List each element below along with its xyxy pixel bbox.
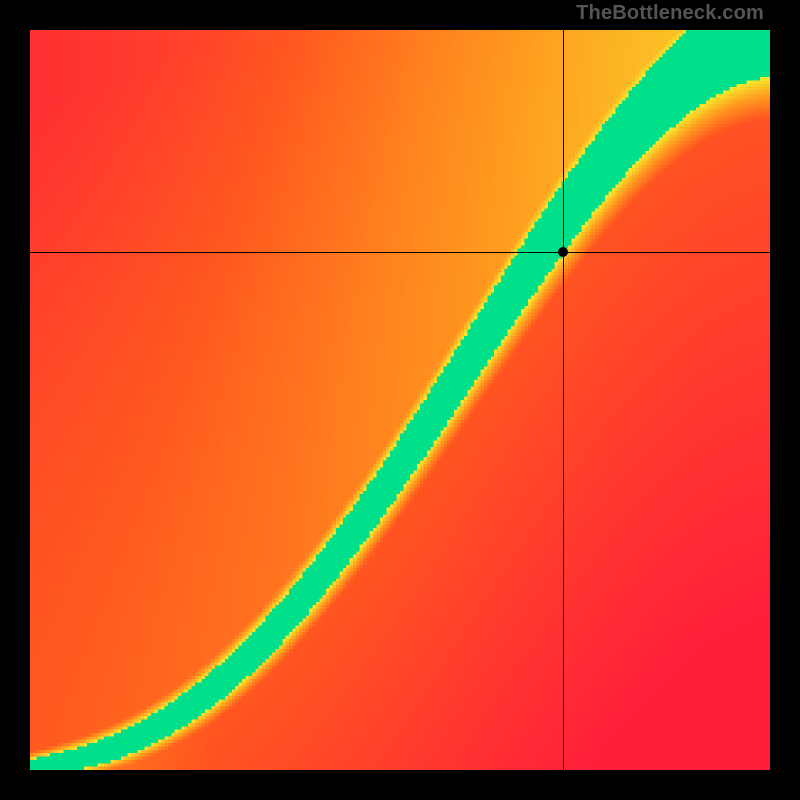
plot-frame: [30, 30, 770, 770]
bottleneck-heatmap: [30, 30, 770, 770]
crosshair-marker-dot: [558, 247, 568, 257]
attribution-label: TheBottleneck.com: [576, 2, 764, 25]
crosshair-vertical-line: [563, 30, 564, 770]
crosshair-horizontal-line: [30, 252, 770, 253]
figure-root: TheBottleneck.com: [0, 0, 800, 800]
